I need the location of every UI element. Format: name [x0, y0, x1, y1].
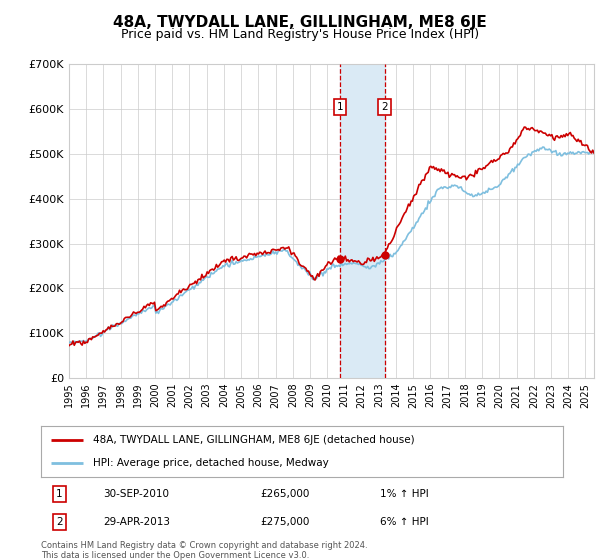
Text: £265,000: £265,000: [260, 489, 310, 499]
Text: Price paid vs. HM Land Registry's House Price Index (HPI): Price paid vs. HM Land Registry's House …: [121, 28, 479, 41]
Text: 30-SEP-2010: 30-SEP-2010: [103, 489, 169, 499]
Text: 29-APR-2013: 29-APR-2013: [103, 517, 170, 527]
Text: HPI: Average price, detached house, Medway: HPI: Average price, detached house, Medw…: [93, 458, 329, 468]
Text: 2: 2: [381, 102, 388, 112]
Text: 1: 1: [337, 102, 343, 112]
Text: 48A, TWYDALL LANE, GILLINGHAM, ME8 6JE: 48A, TWYDALL LANE, GILLINGHAM, ME8 6JE: [113, 15, 487, 30]
Text: 48A, TWYDALL LANE, GILLINGHAM, ME8 6JE (detached house): 48A, TWYDALL LANE, GILLINGHAM, ME8 6JE (…: [93, 435, 415, 445]
Text: 2: 2: [56, 517, 62, 527]
Text: 6% ↑ HPI: 6% ↑ HPI: [380, 517, 429, 527]
Text: 1: 1: [56, 489, 62, 499]
Text: Contains HM Land Registry data © Crown copyright and database right 2024.
This d: Contains HM Land Registry data © Crown c…: [41, 541, 367, 560]
Text: £275,000: £275,000: [260, 517, 310, 527]
Bar: [340, 64, 385, 378]
Text: 1% ↑ HPI: 1% ↑ HPI: [380, 489, 429, 499]
